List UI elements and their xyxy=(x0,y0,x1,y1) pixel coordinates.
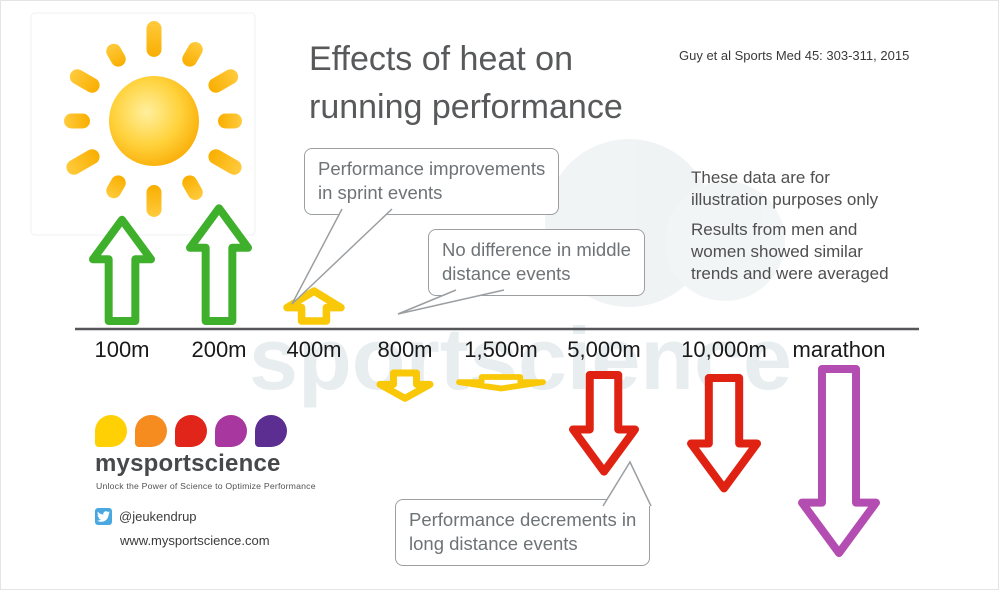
arrow-10,000m-down xyxy=(687,374,761,493)
arrow-100m-up xyxy=(89,215,155,325)
watermark-circle xyxy=(665,181,785,301)
sun-rays xyxy=(64,21,242,217)
arrow-1,500m-down xyxy=(456,374,546,392)
callout-long: Performance decrements in long distance … xyxy=(395,499,651,566)
sun-ray xyxy=(66,149,100,175)
logo-shape-3 xyxy=(175,415,207,447)
twitter-row: @jeukendrup xyxy=(95,508,197,525)
sun-ray xyxy=(64,113,90,129)
sun-ray xyxy=(208,149,242,175)
sun-ray xyxy=(106,43,126,67)
arrow-800m-down xyxy=(376,369,434,402)
sun-core xyxy=(109,76,199,166)
note-disclaimer: These data are for illustration purposes… xyxy=(691,168,879,210)
axis-label-800m: 800m xyxy=(377,337,433,362)
brand-tagline: Unlock the Power of Science to Optimize … xyxy=(96,481,316,491)
axis-label-5,000m: 5,000m xyxy=(567,337,641,362)
axis-label-10,000m: 10,000m xyxy=(681,337,767,362)
logo-shape-4 xyxy=(215,415,247,447)
citation: Guy et al Sports Med 45: 303-311, 2015 xyxy=(679,48,910,63)
callout-middle: No difference in middle distance events xyxy=(428,229,645,296)
arrow-5,000m-down xyxy=(569,371,639,476)
axis-label-400m: 400m xyxy=(286,337,342,362)
sun-ray xyxy=(218,113,242,129)
sun-ray xyxy=(182,175,203,200)
sun-icon xyxy=(64,21,242,217)
watermark-text: sportscience xyxy=(249,309,792,408)
arrow-marathon-down xyxy=(798,365,880,557)
sun-ray xyxy=(106,175,126,199)
axis-label-1,500m: 1,500m xyxy=(464,337,538,362)
arrow-200m-up xyxy=(186,204,252,325)
sun-ray xyxy=(69,69,100,93)
axis-label-marathon: marathon xyxy=(792,337,886,362)
sun-ray xyxy=(208,69,239,93)
sun-ray xyxy=(182,42,203,67)
note-methods: Results from men and women showed simila… xyxy=(691,220,889,284)
twitter-bird-icon xyxy=(95,508,112,525)
page-title: Effects of heat on running performance xyxy=(309,40,623,127)
sun-ray xyxy=(146,21,162,57)
logo-shape-1 xyxy=(95,415,127,447)
brand-name: mysportscience xyxy=(95,450,281,477)
axis-label-200m: 200m xyxy=(191,337,247,362)
callout-sprint: Performance improvements in sprint event… xyxy=(304,148,560,215)
axis-label-100m: 100m xyxy=(94,337,150,362)
logo-shapes xyxy=(95,415,287,447)
arrow-400m-up xyxy=(283,287,345,325)
arrows-layer xyxy=(89,204,880,557)
website-url: www.mysportscience.com xyxy=(120,533,270,548)
sun-ray xyxy=(146,185,162,217)
logo-shape-2 xyxy=(135,415,167,447)
logo-shape-5 xyxy=(255,415,287,447)
twitter-handle: @jeukendrup xyxy=(119,509,197,524)
